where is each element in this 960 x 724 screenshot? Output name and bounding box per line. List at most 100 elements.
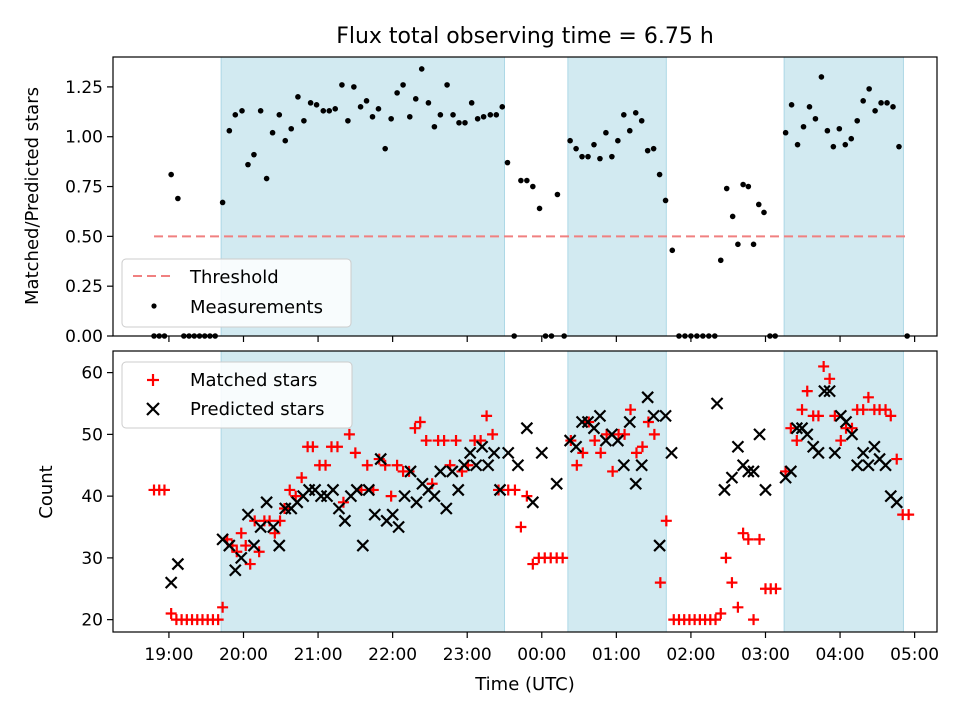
measurement-point xyxy=(530,183,536,190)
matched-stars-point xyxy=(527,558,539,570)
matched-stars-point xyxy=(274,515,286,527)
measurement-point xyxy=(474,115,481,122)
legend-threshold-label: Threshold xyxy=(189,267,279,288)
measurement-point xyxy=(257,108,264,114)
x-tick-label: 23:00 xyxy=(443,645,492,665)
legend-matched-label: Matched stars xyxy=(190,370,317,391)
predicted-stars-point xyxy=(229,563,242,577)
measurement-point xyxy=(626,127,633,134)
matched-stars-point xyxy=(660,515,672,527)
measurement-point xyxy=(363,98,370,104)
measurement-point xyxy=(896,143,902,150)
matched-stars-point xyxy=(846,422,858,434)
measurement-point xyxy=(175,195,181,202)
matched-stars-point xyxy=(296,472,308,484)
predicted-stars-point xyxy=(440,502,453,515)
matched-stars-point xyxy=(253,546,265,558)
measurement-point xyxy=(644,147,651,154)
measurement-point xyxy=(288,125,295,132)
x-tick-label: 05:00 xyxy=(890,645,939,665)
predicted-stars-point xyxy=(171,557,185,571)
x-tick-label: 22:00 xyxy=(368,645,417,665)
x-tick-label: 02:00 xyxy=(666,645,715,665)
matched-stars-point xyxy=(720,552,732,564)
matched-stars-point xyxy=(880,404,892,416)
predicted-stars-point xyxy=(368,508,382,521)
measurement-point xyxy=(406,113,413,120)
measurement-point xyxy=(579,153,585,160)
measurement-point xyxy=(493,111,500,118)
measurement-point xyxy=(597,155,603,162)
predicted-stars-point xyxy=(850,458,864,472)
bottom-x-axis: 19:00 20:00 21:00 22:00 23:00 00:00 01:00 02:00… xyxy=(144,632,939,665)
y-tick-label: 20 xyxy=(81,611,103,631)
predicted-stars-point xyxy=(593,409,607,423)
matched-stars-point xyxy=(343,428,355,440)
matched-stars-point xyxy=(331,441,343,453)
measurement-point xyxy=(729,213,736,220)
measurement-point xyxy=(487,111,494,118)
predicted-stars-point xyxy=(790,421,804,435)
chart-title: Flux total observing time = 6.75 h xyxy=(336,24,714,49)
x-tick-label: 20:00 xyxy=(219,645,268,665)
measurement-point xyxy=(824,127,831,134)
matched-stars-point xyxy=(337,496,349,508)
y-tick-label: 40 xyxy=(81,487,103,507)
measurement-point xyxy=(567,137,573,144)
measurement-point xyxy=(848,135,855,142)
predicted-stars-point xyxy=(273,539,286,552)
measurement-point xyxy=(890,104,896,110)
predicted-stars-point xyxy=(487,446,501,460)
shaded-interval xyxy=(567,350,667,633)
matched-stars-point xyxy=(349,447,361,459)
matched-stars-point xyxy=(812,410,824,422)
predicted-legend-swatch xyxy=(146,402,160,416)
predicted-stars-point xyxy=(356,539,370,552)
y-tick-label: 0.00 xyxy=(65,327,103,347)
y-tick-label: 60 xyxy=(81,364,103,384)
measurement-point xyxy=(717,257,724,264)
matched-stars-point xyxy=(791,435,803,447)
bottom-legend-box xyxy=(121,361,353,429)
predicted-stars-point xyxy=(247,539,261,552)
matched-stars-point xyxy=(409,422,421,434)
matched-stars-point xyxy=(521,490,533,502)
matched-stars-point xyxy=(165,607,177,619)
y-tick-label: 30 xyxy=(81,549,103,569)
y-tick-label: 0.50 xyxy=(65,227,103,247)
matched-stars-point xyxy=(379,459,391,471)
bottom-y-axis: 20 30 40 50 60 xyxy=(81,364,113,631)
x-tick-label: 21:00 xyxy=(294,645,343,665)
measurement-point xyxy=(388,115,394,122)
predicted-stars-point xyxy=(451,483,465,497)
top-panel: 0.00 0.25 0.50 0.75 1.00 1.25 Matched/Predict… xyxy=(22,56,938,347)
measurement-point xyxy=(295,94,301,100)
bottom-legend: Matched stars Predicted stars xyxy=(121,361,353,429)
matched-stars-point xyxy=(607,465,619,477)
measurement-point xyxy=(369,113,376,120)
matched-stars-point xyxy=(857,404,869,416)
matched-stars-point xyxy=(748,614,760,626)
x-tick-label: 00:00 xyxy=(517,645,566,665)
matched-stars-point xyxy=(785,422,797,434)
matched-stars-point xyxy=(420,435,432,447)
measurement-point xyxy=(499,104,506,110)
matched-stars-point xyxy=(487,428,499,440)
predicted-stars-point xyxy=(511,458,525,472)
matched-stars-point xyxy=(742,533,754,545)
measurement-point xyxy=(444,82,450,88)
predicted-stars-point xyxy=(617,458,631,472)
predicted-stars-point xyxy=(493,483,507,497)
matched-stars-point xyxy=(217,601,229,613)
matched-stars-point xyxy=(862,391,874,403)
predicted-stars-point xyxy=(398,489,411,503)
measurement-point xyxy=(276,111,283,118)
measurement-point xyxy=(788,102,795,108)
matched-stars-point xyxy=(231,546,243,558)
measurements-series xyxy=(151,66,910,339)
bottom-plot-frame xyxy=(112,350,938,633)
measurement-point xyxy=(603,129,609,136)
measurement-point xyxy=(456,119,462,126)
measurement-point xyxy=(735,241,741,248)
